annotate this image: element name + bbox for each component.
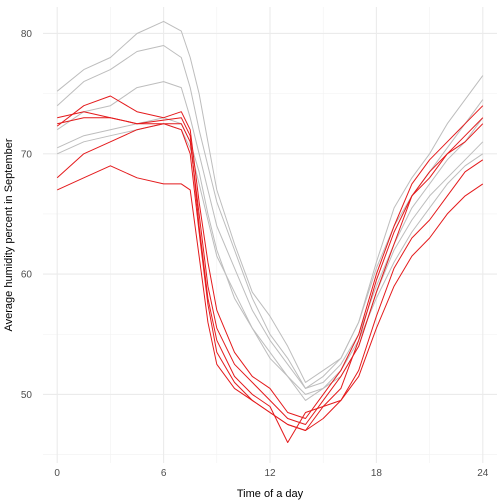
x-tick-label: 18 [371, 468, 383, 479]
series-line [56, 81, 484, 389]
y-axis-title: Average humidity percent in September [3, 138, 15, 331]
x-tick-label: 24 [477, 468, 489, 479]
y-tick-label: 70 [21, 149, 33, 160]
series-line [57, 117, 484, 443]
series-line [56, 165, 484, 431]
y-tick-label: 50 [21, 390, 33, 401]
x-axis-tick-labels: 0 6 12 18 24 [54, 468, 488, 479]
series-line [56, 95, 484, 419]
x-tick-label: 6 [161, 468, 167, 479]
y-axis-tick-labels: 50 60 70 80 [21, 29, 33, 401]
y-tick-label: 80 [21, 29, 33, 40]
major-gridlines [43, 7, 497, 463]
series-lines [56, 20, 484, 443]
x-tick-label: 0 [54, 468, 60, 479]
y-tick-label: 60 [21, 270, 33, 281]
x-tick-label: 12 [264, 468, 276, 479]
series-line [56, 20, 484, 383]
x-axis-title: Time of a day [237, 488, 304, 500]
